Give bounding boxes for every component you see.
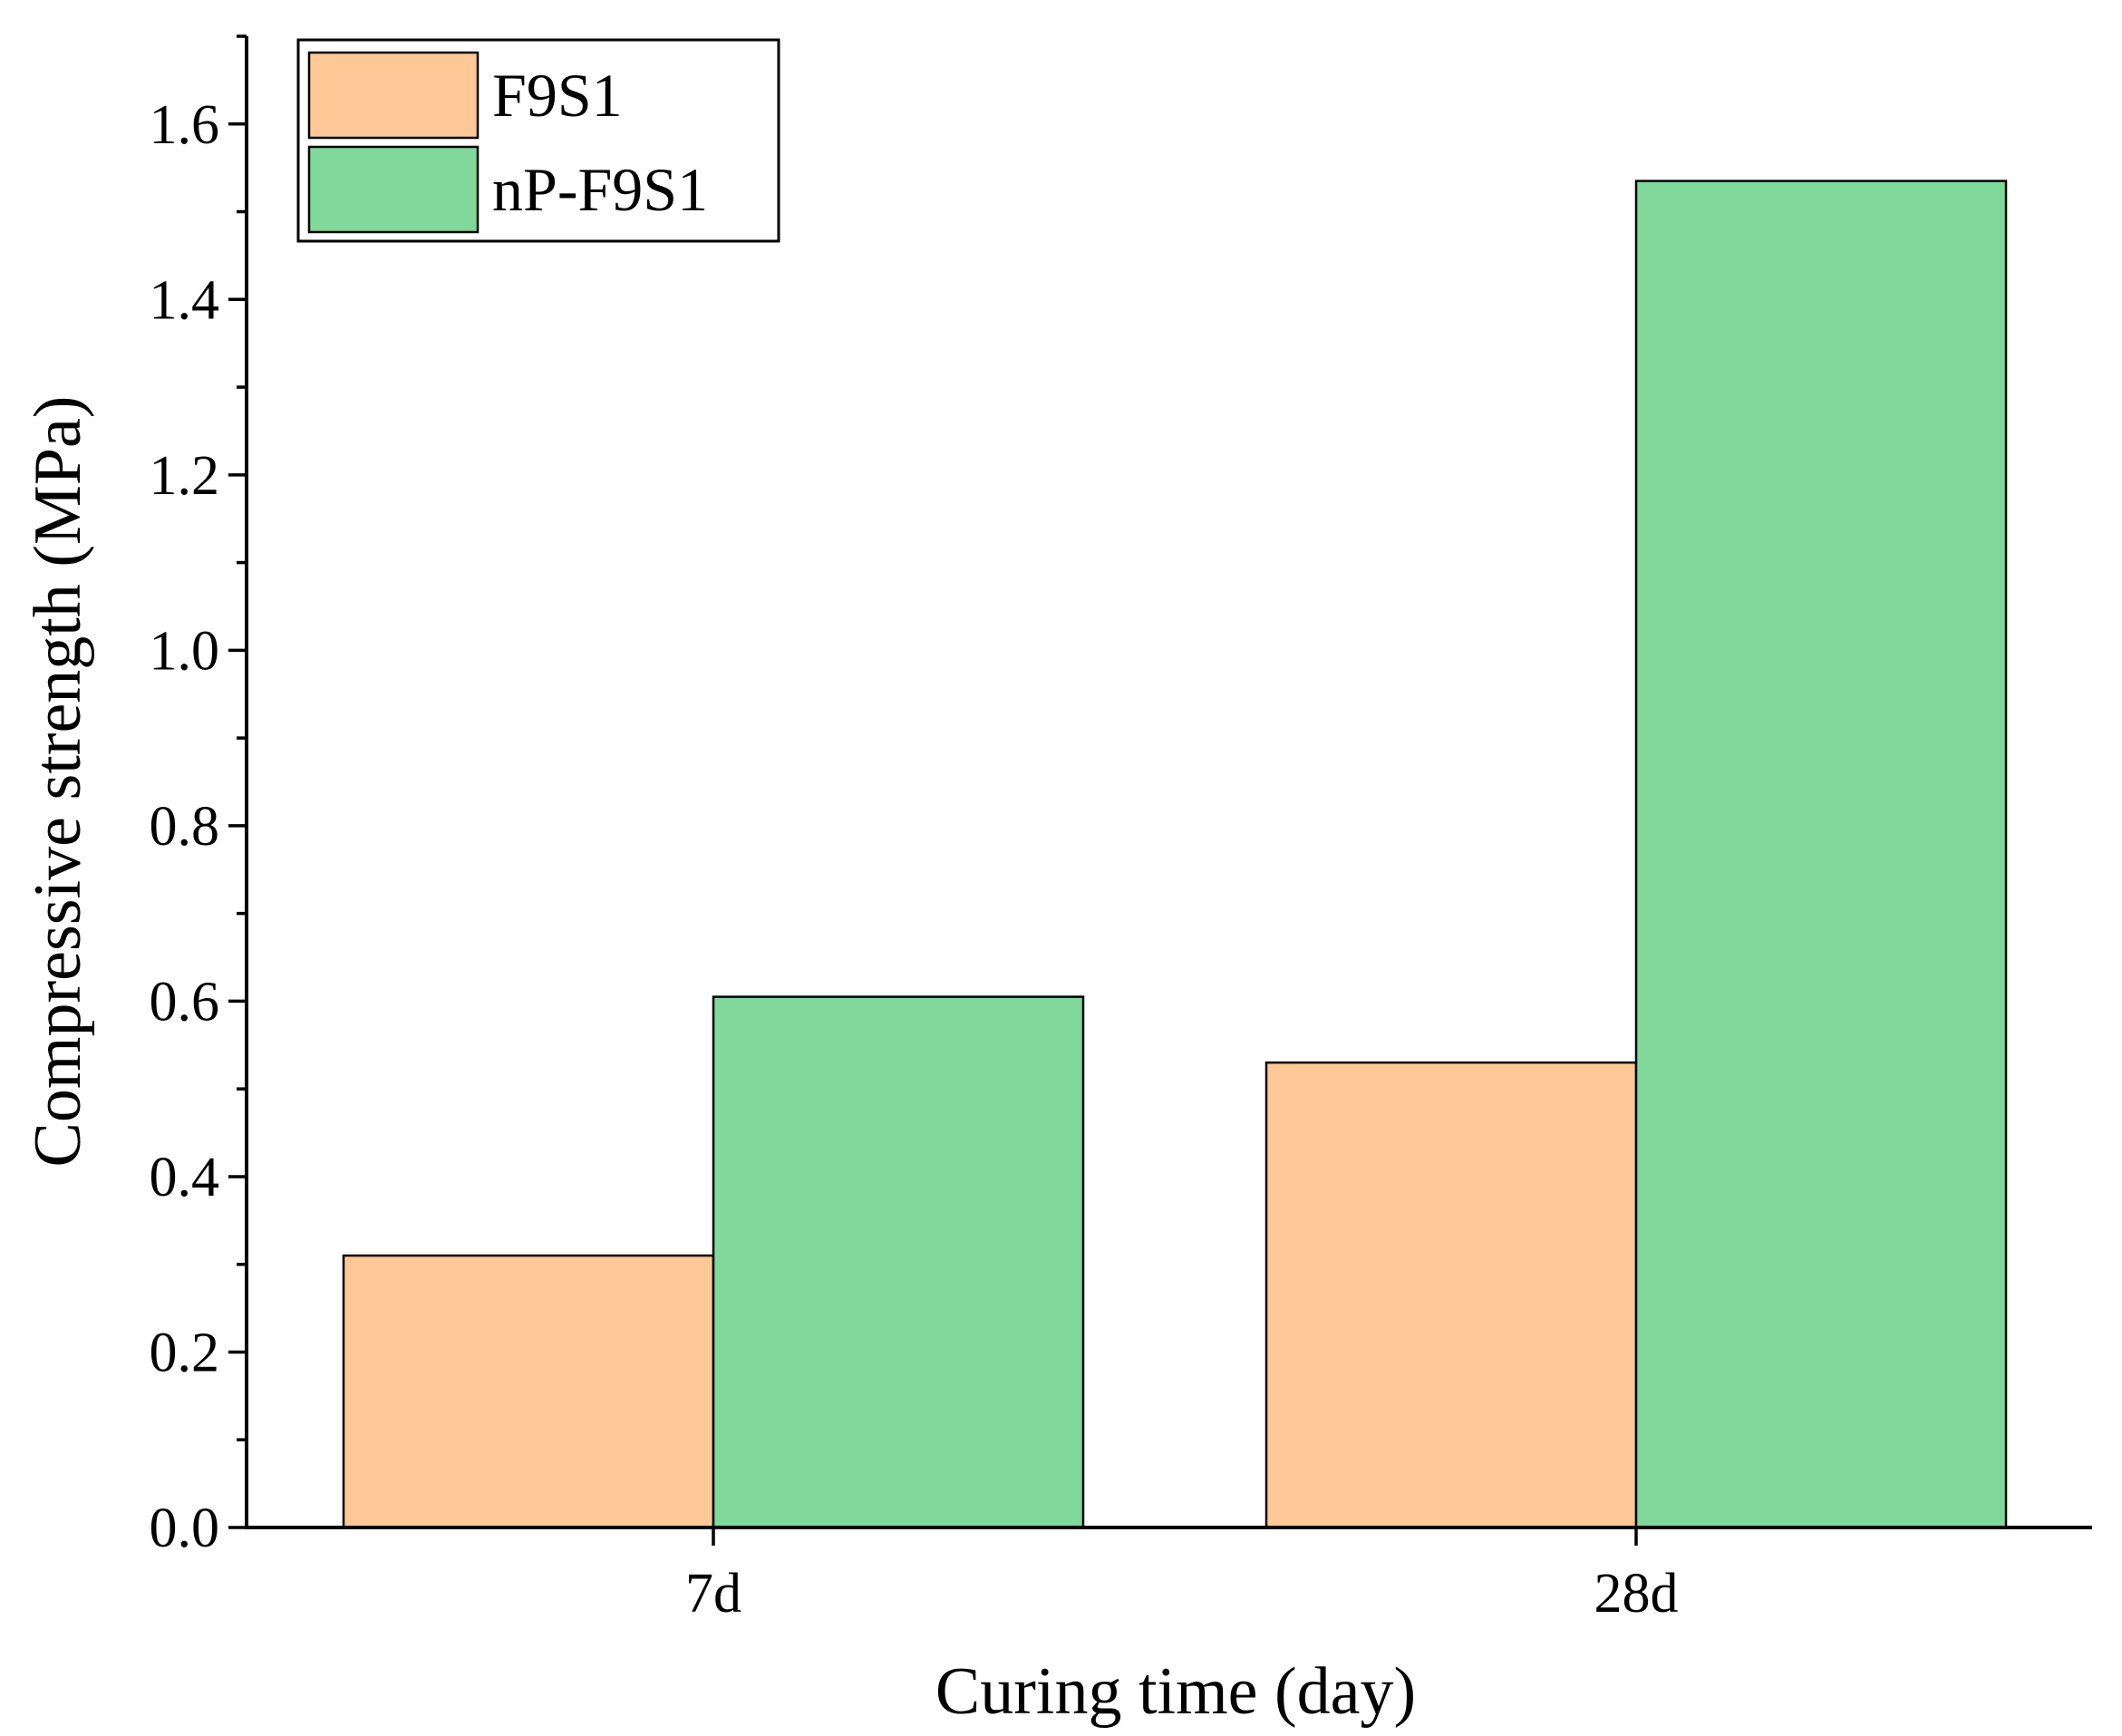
- y-tick-label: 0.6: [150, 971, 220, 1033]
- y-tick-label: 0.0: [150, 1498, 220, 1559]
- y-tick-label: 1.0: [150, 620, 220, 682]
- x-tick-label: 7d: [685, 1563, 741, 1624]
- y-tick-label: 1.2: [150, 445, 220, 507]
- y-tick-label: 1.6: [150, 94, 220, 156]
- y-tick-label: 0.4: [150, 1147, 220, 1208]
- legend: F9S1 nP-F9S1: [296, 38, 780, 243]
- x-axis-title: Curing time (day): [935, 1654, 1416, 1729]
- bar-np-f9s1-7d: [712, 995, 1085, 1529]
- bar-np-f9s1-28d: [1634, 179, 2008, 1529]
- y-tick-label: 1.4: [150, 269, 220, 331]
- y-ticks-group: 0.0 0.2 0.4 0.6 0.8 1.0 1.2 1.4 1.6: [150, 34, 247, 1559]
- bars-group: [342, 179, 2008, 1529]
- y-tick-label: 0.8: [150, 796, 220, 858]
- y-axis-title: Compressive strength (MPa): [21, 396, 95, 1168]
- x-ticks-group: 7d 28d: [685, 1527, 1679, 1624]
- legend-label-np-f9s1: nP-F9S1: [492, 155, 708, 224]
- bar-f9s1-7d: [342, 1254, 715, 1529]
- x-tick-label: 28d: [1594, 1563, 1679, 1624]
- legend-swatch-f9s1: [307, 51, 480, 140]
- bar-f9s1-28d: [1264, 1061, 1638, 1529]
- axes-group: [245, 36, 2092, 1529]
- y-tick-label: 0.2: [150, 1322, 220, 1383]
- legend-label-f9s1: F9S1: [492, 61, 623, 130]
- legend-swatch-np-f9s1: [307, 145, 480, 234]
